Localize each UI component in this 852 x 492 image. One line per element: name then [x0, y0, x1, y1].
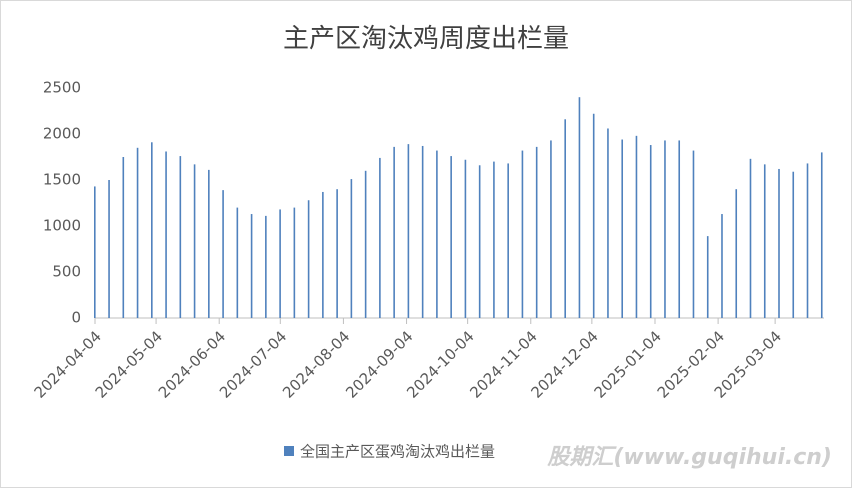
- bar: [535, 146, 538, 318]
- bar: [735, 189, 738, 318]
- bar: [592, 113, 595, 318]
- bar: [493, 161, 495, 318]
- bar: [151, 142, 153, 318]
- bar: [108, 180, 110, 318]
- y-tick-label: 1000: [43, 217, 81, 235]
- bar: [578, 97, 581, 318]
- bar: [364, 170, 367, 318]
- bar: [635, 135, 638, 318]
- bar: [778, 168, 780, 318]
- bar: [621, 139, 624, 318]
- bar: [678, 140, 681, 318]
- bar: [236, 207, 239, 318]
- bar: [136, 147, 139, 318]
- bar: [322, 191, 324, 318]
- y-tick-label: 2000: [43, 125, 81, 143]
- bar: [222, 190, 224, 318]
- bar: [436, 150, 438, 318]
- bar: [307, 200, 310, 318]
- bar: [94, 186, 96, 318]
- bar: [550, 140, 552, 318]
- bar: [763, 164, 766, 318]
- bar: [664, 140, 666, 318]
- chart-title: 主产区淘汰鸡周度出栏量: [283, 24, 569, 54]
- bar: [507, 163, 509, 318]
- bar: [607, 128, 609, 318]
- bar: [407, 144, 410, 318]
- bar: [293, 207, 296, 318]
- y-tick-label: 1500: [43, 171, 81, 189]
- bar: [193, 164, 196, 318]
- bar: [464, 159, 467, 318]
- legend-label: 全国主产区蛋鸡淘汰鸡出栏量: [300, 443, 495, 461]
- bar: [421, 145, 424, 318]
- legend-swatch: [284, 446, 294, 456]
- bar: [564, 119, 566, 318]
- bar: [122, 157, 125, 318]
- bar: [692, 150, 695, 318]
- y-tick-label: 500: [52, 263, 81, 281]
- y-tick-label: 2500: [43, 79, 81, 97]
- bar: [792, 171, 795, 318]
- bar: [265, 215, 267, 318]
- bar: [749, 158, 752, 318]
- bar: [350, 179, 353, 318]
- bar: [806, 163, 809, 318]
- bar: [379, 157, 381, 318]
- bar: [179, 156, 182, 318]
- bar: [521, 150, 524, 318]
- bar: [336, 189, 338, 318]
- bar: [208, 169, 210, 318]
- bar: [279, 209, 281, 318]
- bar: [478, 165, 481, 318]
- bar: [706, 236, 709, 318]
- bar: [649, 145, 652, 318]
- y-tick-label: 0: [71, 309, 81, 327]
- bar: [721, 214, 723, 318]
- bar: [165, 151, 167, 318]
- bar: [820, 152, 823, 318]
- bar: [393, 146, 395, 318]
- watermark: 股期汇(www.guqihui.cn): [546, 445, 832, 470]
- bar: [250, 214, 253, 318]
- bar: [450, 156, 452, 318]
